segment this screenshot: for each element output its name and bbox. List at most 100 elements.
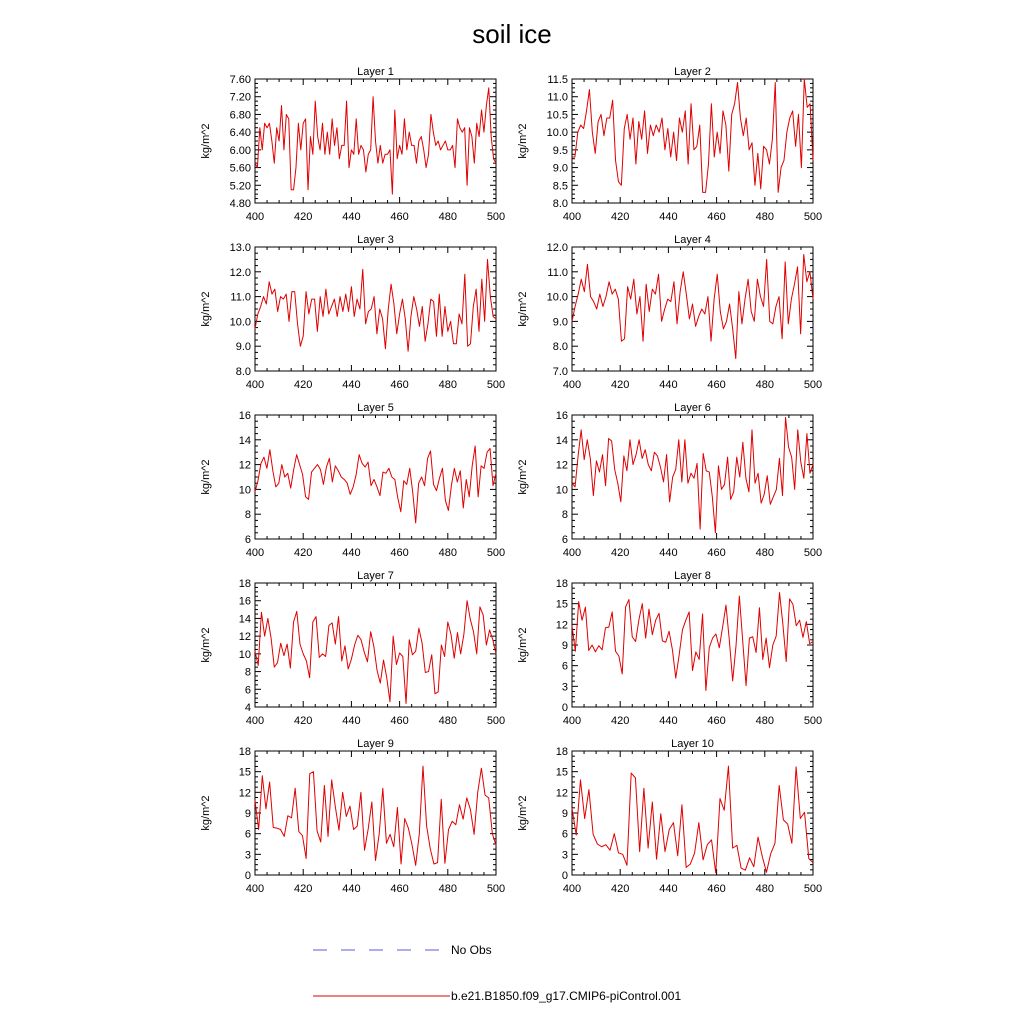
y-tick-label: 18	[239, 746, 251, 758]
y-tick-label: 15	[239, 767, 251, 779]
y-tick-label: 16	[239, 410, 251, 422]
series-line	[571, 416, 814, 534]
y-tick-label: 12.0	[547, 242, 568, 254]
chart-panels: Layer 1 kg/m^2 4.80 5.20 5.60 6.00 6.40 6.80 7.2…	[200, 66, 822, 895]
x-tick-label: 400	[246, 379, 264, 391]
y-tick-label: 8.5	[553, 180, 568, 192]
x-tick-label: 420	[294, 715, 312, 727]
x-tick-label: 460	[707, 715, 725, 727]
y-tick-label: 10.5	[547, 109, 568, 121]
x-tick-label: 400	[563, 715, 581, 727]
x-tick-label: 440	[342, 715, 360, 727]
x-tick-label: 440	[659, 547, 677, 559]
x-tick-label: 400	[246, 883, 264, 895]
x-tick-label: 500	[487, 715, 505, 727]
y-tick-label: 9.5	[553, 145, 568, 157]
y-tick-label: 7.0	[553, 366, 568, 378]
y-tick-label: 11.5	[547, 74, 568, 86]
chart-panel-4: Layer 4 kg/m^2 7.0 8.0 9.0 10.0 11.0 12.0 400 420…	[517, 234, 822, 391]
panel-title: Layer 5	[357, 402, 394, 414]
legend: No Obs b.e21.B1850.f09_g17.CMIP6-piContr…	[313, 943, 681, 1003]
x-tick-label: 500	[804, 883, 822, 895]
legend-label-model: b.e21.B1850.f09_g17.CMIP6-piControl.001	[451, 989, 681, 1003]
y-tick-label: 10	[556, 484, 568, 496]
y-tick-label: 15	[556, 767, 568, 779]
chart-panel-2: Layer 2 kg/m^2 8.0 8.5 9.0 9.5 10.0 10.5 11.0 11.…	[517, 66, 822, 223]
y-tick-label: 5.20	[230, 180, 251, 192]
y-tick-label: 0	[562, 702, 568, 714]
x-tick-label: 400	[246, 715, 264, 727]
series-line	[571, 592, 814, 691]
y-tick-label: 9	[562, 808, 568, 820]
y-tick-label: 11.0	[230, 292, 251, 304]
y-tick-label: 6.40	[230, 127, 251, 139]
y-tick-label: 8.0	[236, 366, 251, 378]
y-tick-label: 18	[556, 746, 568, 758]
plot-frame	[254, 582, 497, 708]
y-tick-label: 10.0	[547, 127, 568, 139]
series-line	[254, 765, 497, 866]
x-tick-label: 460	[390, 547, 408, 559]
x-tick-label: 480	[756, 547, 774, 559]
chart-panel-1: Layer 1 kg/m^2 4.80 5.20 5.60 6.00 6.40 6.80 7.2…	[200, 66, 505, 223]
y-axis-label: kg/m^2	[517, 291, 529, 326]
y-tick-label: 18	[239, 578, 251, 590]
y-tick-label: 12	[556, 460, 568, 472]
chart-panel-6: Layer 6 kg/m^2 6 8 10 12 14 16 400 420 440 460 480 50…	[517, 402, 822, 559]
x-tick-label: 500	[804, 211, 822, 223]
x-tick-label: 460	[707, 883, 725, 895]
x-tick-label: 480	[439, 211, 457, 223]
panel-title: Layer 10	[671, 738, 714, 750]
x-tick-label: 400	[563, 547, 581, 559]
x-tick-label: 480	[756, 715, 774, 727]
y-tick-label: 10	[239, 484, 251, 496]
series-line	[572, 78, 814, 193]
x-tick-label: 460	[390, 715, 408, 727]
y-tick-label: 3	[245, 849, 251, 861]
y-axis-label: kg/m^2	[200, 627, 212, 662]
x-tick-label: 420	[611, 883, 629, 895]
y-tick-label: 7.60	[230, 74, 251, 86]
y-tick-label: 14	[556, 435, 568, 447]
x-tick-label: 400	[563, 211, 581, 223]
x-tick-label: 400	[563, 379, 581, 391]
x-tick-label: 480	[756, 379, 774, 391]
y-axis-label: kg/m^2	[517, 795, 529, 830]
y-tick-label: 12	[556, 619, 568, 631]
legend-label-no-obs: No Obs	[451, 943, 492, 957]
y-tick-label: 12	[239, 787, 251, 799]
panel-title: Layer 1	[357, 66, 394, 78]
x-tick-label: 460	[390, 379, 408, 391]
panel-title: Layer 7	[357, 570, 394, 582]
y-axis-label: kg/m^2	[200, 459, 212, 494]
y-tick-label: 6	[245, 829, 251, 841]
y-tick-label: 3	[562, 849, 568, 861]
y-tick-label: 9.0	[553, 163, 568, 175]
y-tick-label: 11.0	[547, 267, 568, 279]
x-tick-label: 440	[342, 883, 360, 895]
panel-title: Layer 9	[357, 738, 394, 750]
x-tick-label: 480	[756, 211, 774, 223]
x-tick-label: 500	[804, 715, 822, 727]
series-line	[254, 445, 497, 524]
y-tick-label: 9	[245, 808, 251, 820]
x-tick-label: 460	[707, 547, 725, 559]
plot-frame	[254, 414, 497, 540]
y-tick-label: 8	[562, 509, 568, 521]
x-tick-label: 460	[390, 211, 408, 223]
y-tick-label: 6	[245, 684, 251, 696]
x-tick-label: 500	[487, 547, 505, 559]
plot-frame	[571, 246, 814, 372]
chart-panel-9: Layer 9 kg/m^2 0 3 6 9 12 15 18 400 420 440 460 480 50…	[200, 738, 505, 895]
y-tick-label: 6	[562, 829, 568, 841]
y-axis-label: kg/m^2	[517, 123, 529, 158]
series-line	[571, 253, 814, 360]
y-tick-label: 5.60	[230, 163, 251, 175]
y-tick-label: 12.0	[230, 267, 251, 279]
x-tick-label: 500	[487, 379, 505, 391]
x-tick-label: 420	[294, 379, 312, 391]
figure-title: soil ice	[472, 19, 551, 49]
x-tick-label: 400	[563, 883, 581, 895]
y-tick-label: 11.0	[547, 92, 568, 104]
